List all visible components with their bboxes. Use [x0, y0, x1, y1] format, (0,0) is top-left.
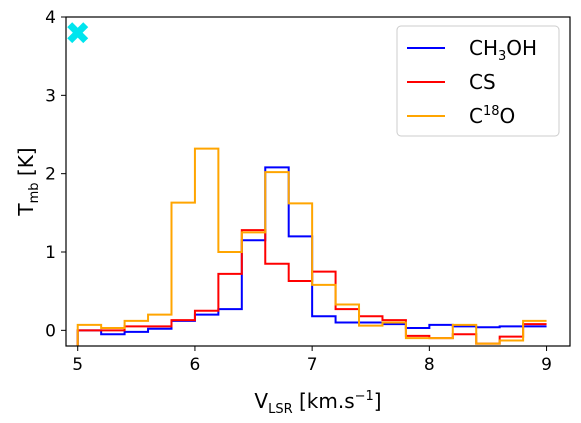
x-tick-label: 8	[424, 355, 435, 375]
x-tick-label: 9	[541, 355, 552, 375]
plot-frame	[65, 16, 571, 347]
legend-label-ch3oh: CH3OH	[469, 36, 537, 64]
y-tick-label: 1	[45, 243, 56, 263]
y-tick-label: 2	[45, 165, 56, 185]
axis-labels: VLSR [km.s−1] Tmb [K]	[14, 147, 382, 417]
x-axis-label: VLSR [km.s−1]	[254, 389, 381, 417]
y-tick-label: 4	[45, 8, 56, 28]
legend-label-c18o: C18O	[469, 104, 515, 128]
legend-label-cs: CS	[469, 70, 496, 94]
series-line-c18o	[76, 147, 547, 346]
y-axis-label: Tmb [K]	[14, 147, 42, 216]
x-marker	[67, 22, 89, 44]
legend-box	[396, 25, 560, 137]
plot-area	[67, 22, 547, 346]
x-tick-label: 6	[190, 355, 201, 375]
axes: 5 6 7 8 9 0 1 2 3 4	[45, 8, 571, 375]
legend: CH3OH CS C18O	[396, 25, 560, 137]
x-tick-label: 5	[72, 355, 83, 375]
x-tick-label: 7	[307, 355, 318, 375]
y-tick-label: 3	[45, 86, 56, 106]
y-tick-label: 0	[45, 321, 56, 341]
